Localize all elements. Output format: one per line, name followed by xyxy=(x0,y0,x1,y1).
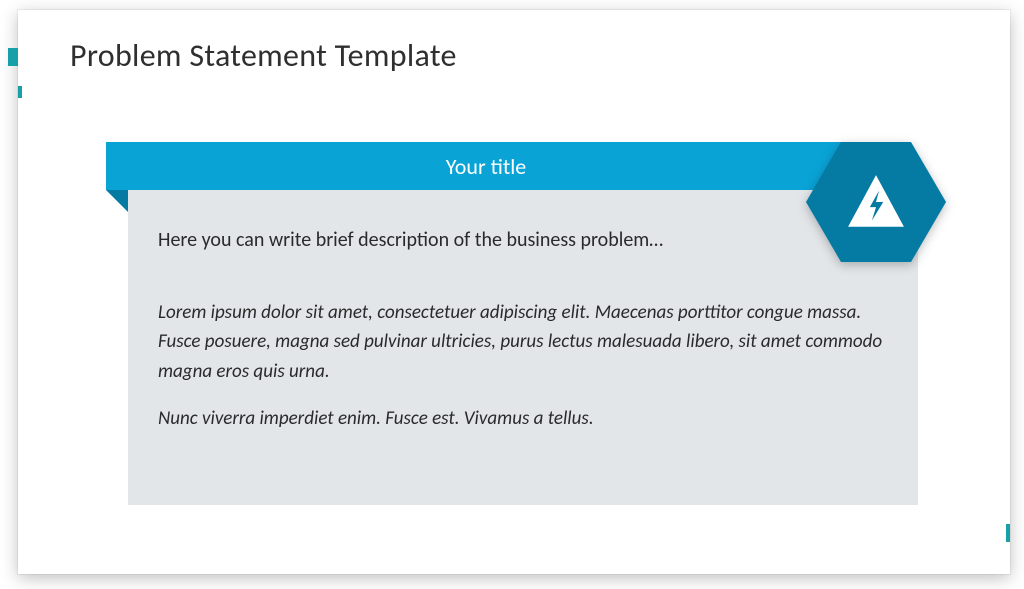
slide: Problem Statement Template Your title He… xyxy=(18,10,1010,574)
hexagon-badge xyxy=(806,142,946,262)
edge-notch-bottom-right xyxy=(1006,524,1010,542)
edge-notch-left xyxy=(18,86,22,98)
banner-fold xyxy=(106,190,128,212)
body-paragraph-1: Lorem ipsum dolor sit amet, consectetuer… xyxy=(158,298,898,386)
page-title: Problem Statement Template xyxy=(70,36,457,75)
title-banner: Your title xyxy=(106,142,906,190)
lightning-triangle-icon xyxy=(845,173,907,231)
hexagon-shape xyxy=(806,142,946,262)
body-text: Lorem ipsum dolor sit amet, consectetuer… xyxy=(158,298,898,434)
body-paragraph-2: Nunc viverra imperdiet enim. Fusce est. … xyxy=(158,404,898,433)
banner-title: Your title xyxy=(446,153,527,180)
edge-decoration-left xyxy=(8,48,18,66)
brief-description: Here you can write brief description of … xyxy=(158,228,663,252)
